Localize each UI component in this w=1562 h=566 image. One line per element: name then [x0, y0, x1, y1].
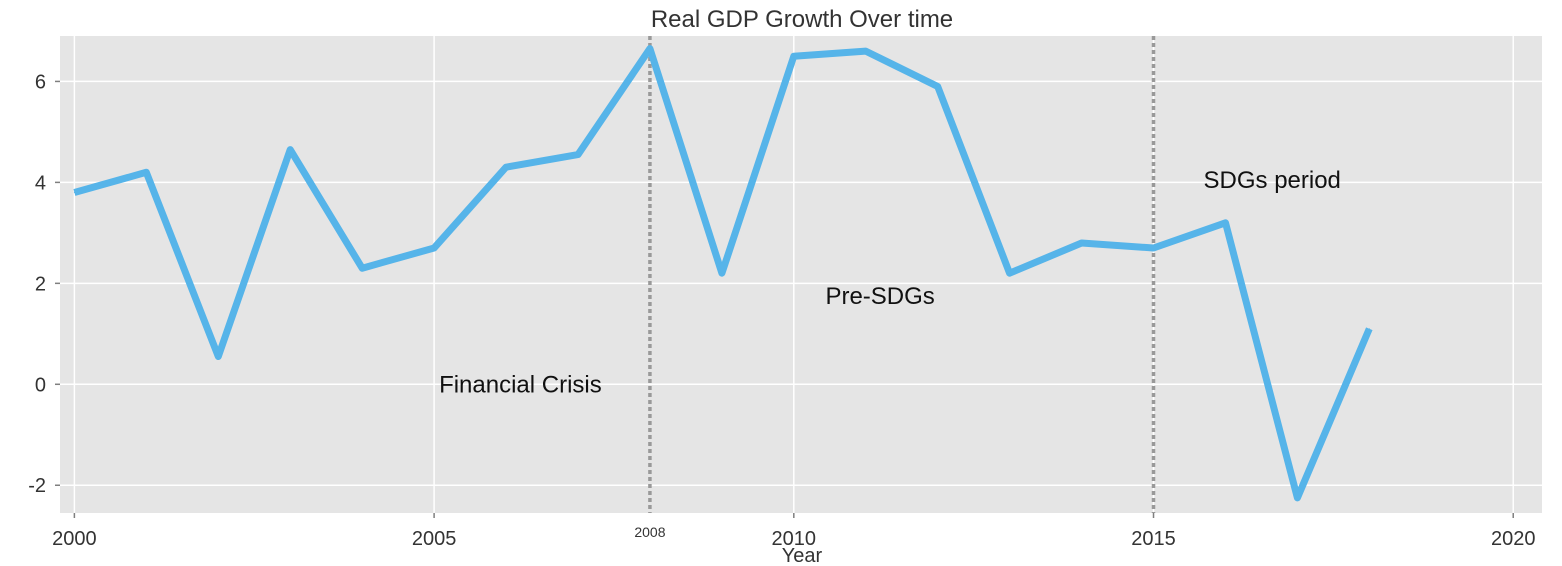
- data-point: [1081, 242, 1083, 244]
- data-point: [73, 191, 75, 193]
- x-tick-label: 2005: [412, 528, 457, 550]
- data-point: [145, 171, 147, 173]
- x-axis-ticks: 2008 2000 2005 2010 2015 2020: [52, 513, 1535, 550]
- x-tick-label: 2000: [52, 528, 97, 550]
- data-point: [1368, 328, 1370, 330]
- data-point: [217, 356, 219, 358]
- series-layer: [73, 45, 1373, 502]
- x-tick-label: 2020: [1491, 528, 1536, 550]
- data-point: [1153, 247, 1155, 249]
- data-point: [289, 149, 291, 151]
- annotation-label: Financial Crisis: [439, 371, 602, 398]
- chart-title: Real GDP Growth Over time: [651, 6, 953, 33]
- data-point: [1296, 497, 1298, 499]
- annotation-label: SDGs period: [1204, 167, 1341, 194]
- vline-year-label: 2008: [634, 524, 665, 540]
- data-point: [361, 267, 363, 269]
- y-tick-label: 0: [35, 374, 46, 396]
- data-point: [577, 154, 579, 156]
- plot-panel: [60, 36, 1542, 513]
- x-axis-label: Year: [782, 545, 823, 566]
- data-point: [1224, 222, 1226, 224]
- data-point: [793, 55, 795, 57]
- data-point: [1009, 272, 1011, 274]
- y-tick-label: 2: [35, 273, 46, 295]
- data-point: [937, 85, 939, 87]
- annotation-label: Pre-SDGs: [825, 283, 934, 310]
- y-tick-label: 6: [35, 71, 46, 93]
- y-axis-ticks: -2 0 2 4 6: [28, 71, 60, 497]
- data-point: [505, 166, 507, 168]
- y-tick-label: -2: [28, 475, 46, 497]
- annotations: Financial Crisis Pre-SDGs SDGs period: [439, 167, 1341, 398]
- x-tick-label: 2010: [772, 528, 817, 550]
- data-point: [433, 247, 435, 249]
- y-tick-label: 4: [35, 172, 46, 194]
- data-point: [649, 48, 651, 50]
- data-point: [721, 272, 723, 274]
- data-point: [865, 50, 867, 52]
- reference-lines: [648, 36, 1156, 513]
- x-tick-label: 2015: [1131, 528, 1176, 550]
